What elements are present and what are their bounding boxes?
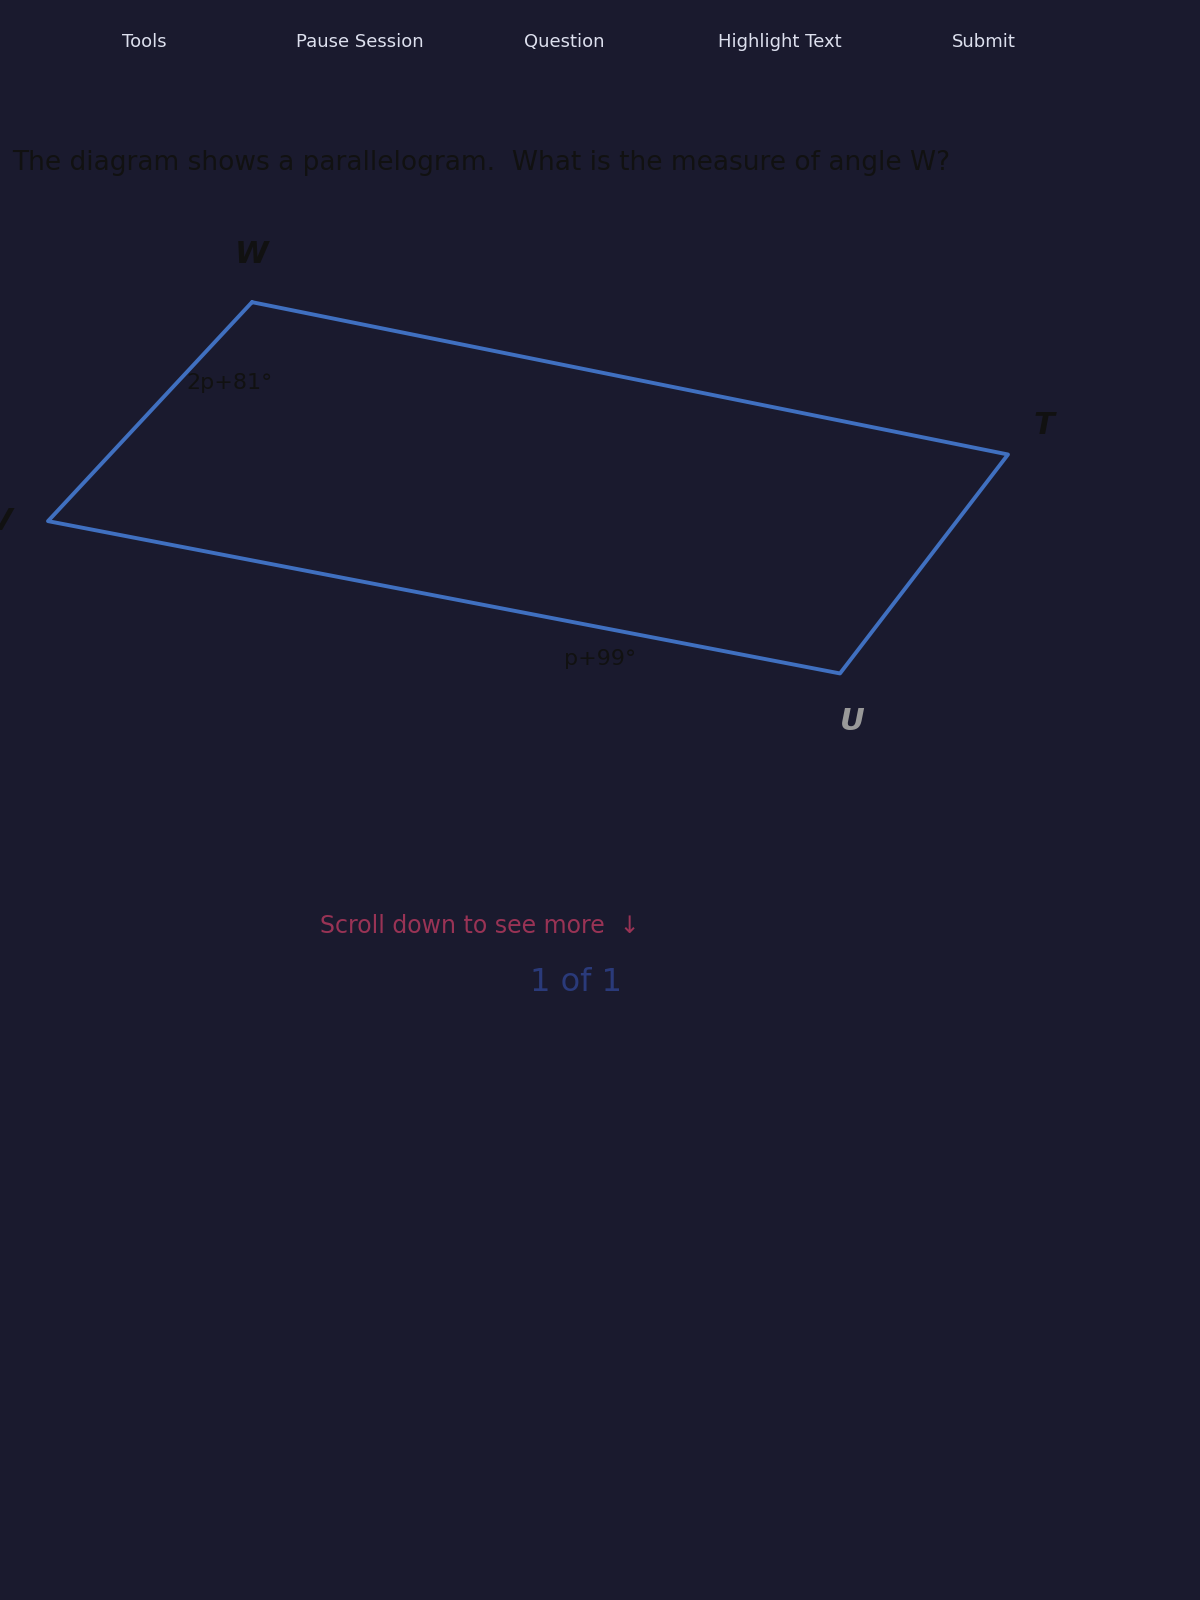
Text: Question: Question: [523, 32, 605, 51]
Text: p+99°: p+99°: [564, 650, 636, 669]
Text: U: U: [840, 707, 864, 736]
Text: T: T: [1033, 411, 1055, 440]
Text: Highlight Text: Highlight Text: [718, 32, 842, 51]
Text: Pause Session: Pause Session: [296, 32, 424, 51]
Text: Scroll down to see more  ↓: Scroll down to see more ↓: [320, 914, 640, 938]
Text: The diagram shows a parallelogram.  What is the measure of angle W?: The diagram shows a parallelogram. What …: [12, 150, 950, 176]
Text: V: V: [0, 507, 12, 536]
Text: 2p+81°: 2p+81°: [186, 373, 272, 394]
Text: Tools: Tools: [121, 32, 167, 51]
Text: Submit: Submit: [952, 32, 1016, 51]
Text: W: W: [235, 240, 269, 269]
Text: 1 of 1: 1 of 1: [530, 968, 622, 998]
